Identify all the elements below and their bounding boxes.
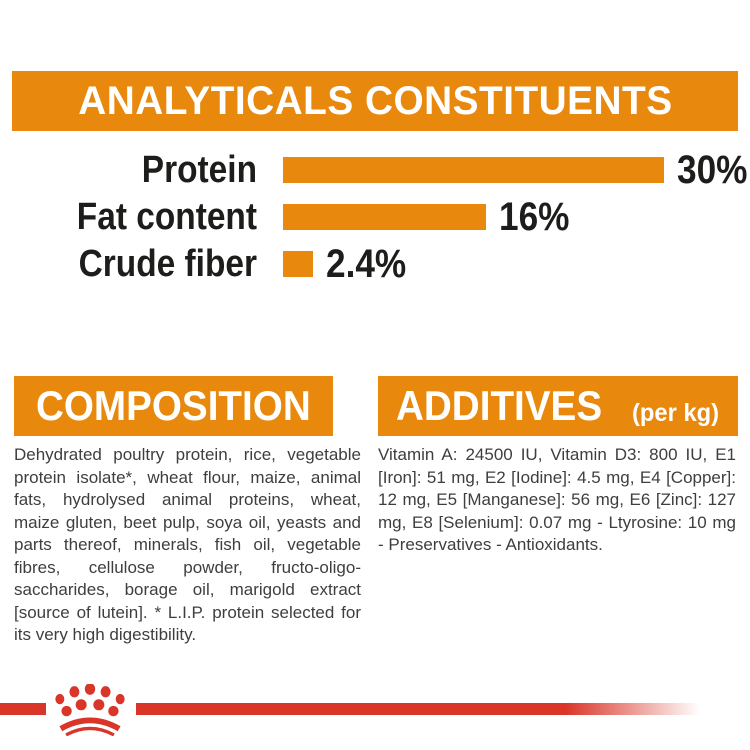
- chart-category-label: Fat content: [76, 195, 257, 238]
- composition-text: Dehydrated poultry protein, rice, vegeta…: [14, 445, 361, 644]
- chart-bar: [283, 251, 313, 277]
- additives-banner: ADDITIVES (per kg): [378, 376, 738, 436]
- analytical-constituents-chart: Protein 30% Fat content 16% Crude fiber 2.4%: [0, 0, 750, 330]
- chart-row-fat-content: Fat content 16%: [0, 194, 750, 239]
- footer-red-line-right: [136, 703, 700, 715]
- composition-banner: COMPOSITION: [14, 376, 333, 436]
- additives-text: Vitamin A: 24500 IU, Vitamin D3: 800 IU,…: [378, 445, 736, 554]
- chart-bar: [283, 204, 486, 230]
- additives-heading-suffix: (per kg): [632, 398, 720, 427]
- chart-value-label: 2.4%: [326, 241, 407, 286]
- composition-heading: COMPOSITION: [36, 382, 311, 429]
- additives-heading: ADDITIVES: [396, 382, 603, 429]
- chart-value-label: 16%: [499, 194, 570, 239]
- analyticals-title: ANALYTICALS CONSTITUENTS: [77, 78, 673, 123]
- chart-row-protein: Protein 30%: [0, 147, 750, 192]
- analyticals-banner: ANALYTICALS CONSTITUENTS: [12, 71, 738, 131]
- chart-category-label: Protein: [141, 148, 257, 191]
- chart-category-label: Crude fiber: [78, 242, 257, 285]
- royal-canin-crown-icon: [55, 684, 125, 736]
- chart-bar: [283, 157, 664, 183]
- chart-row-crude-fiber: Crude fiber 2.4%: [0, 241, 750, 286]
- footer-red-line-left: [0, 703, 46, 715]
- chart-value-label: 30%: [677, 147, 748, 192]
